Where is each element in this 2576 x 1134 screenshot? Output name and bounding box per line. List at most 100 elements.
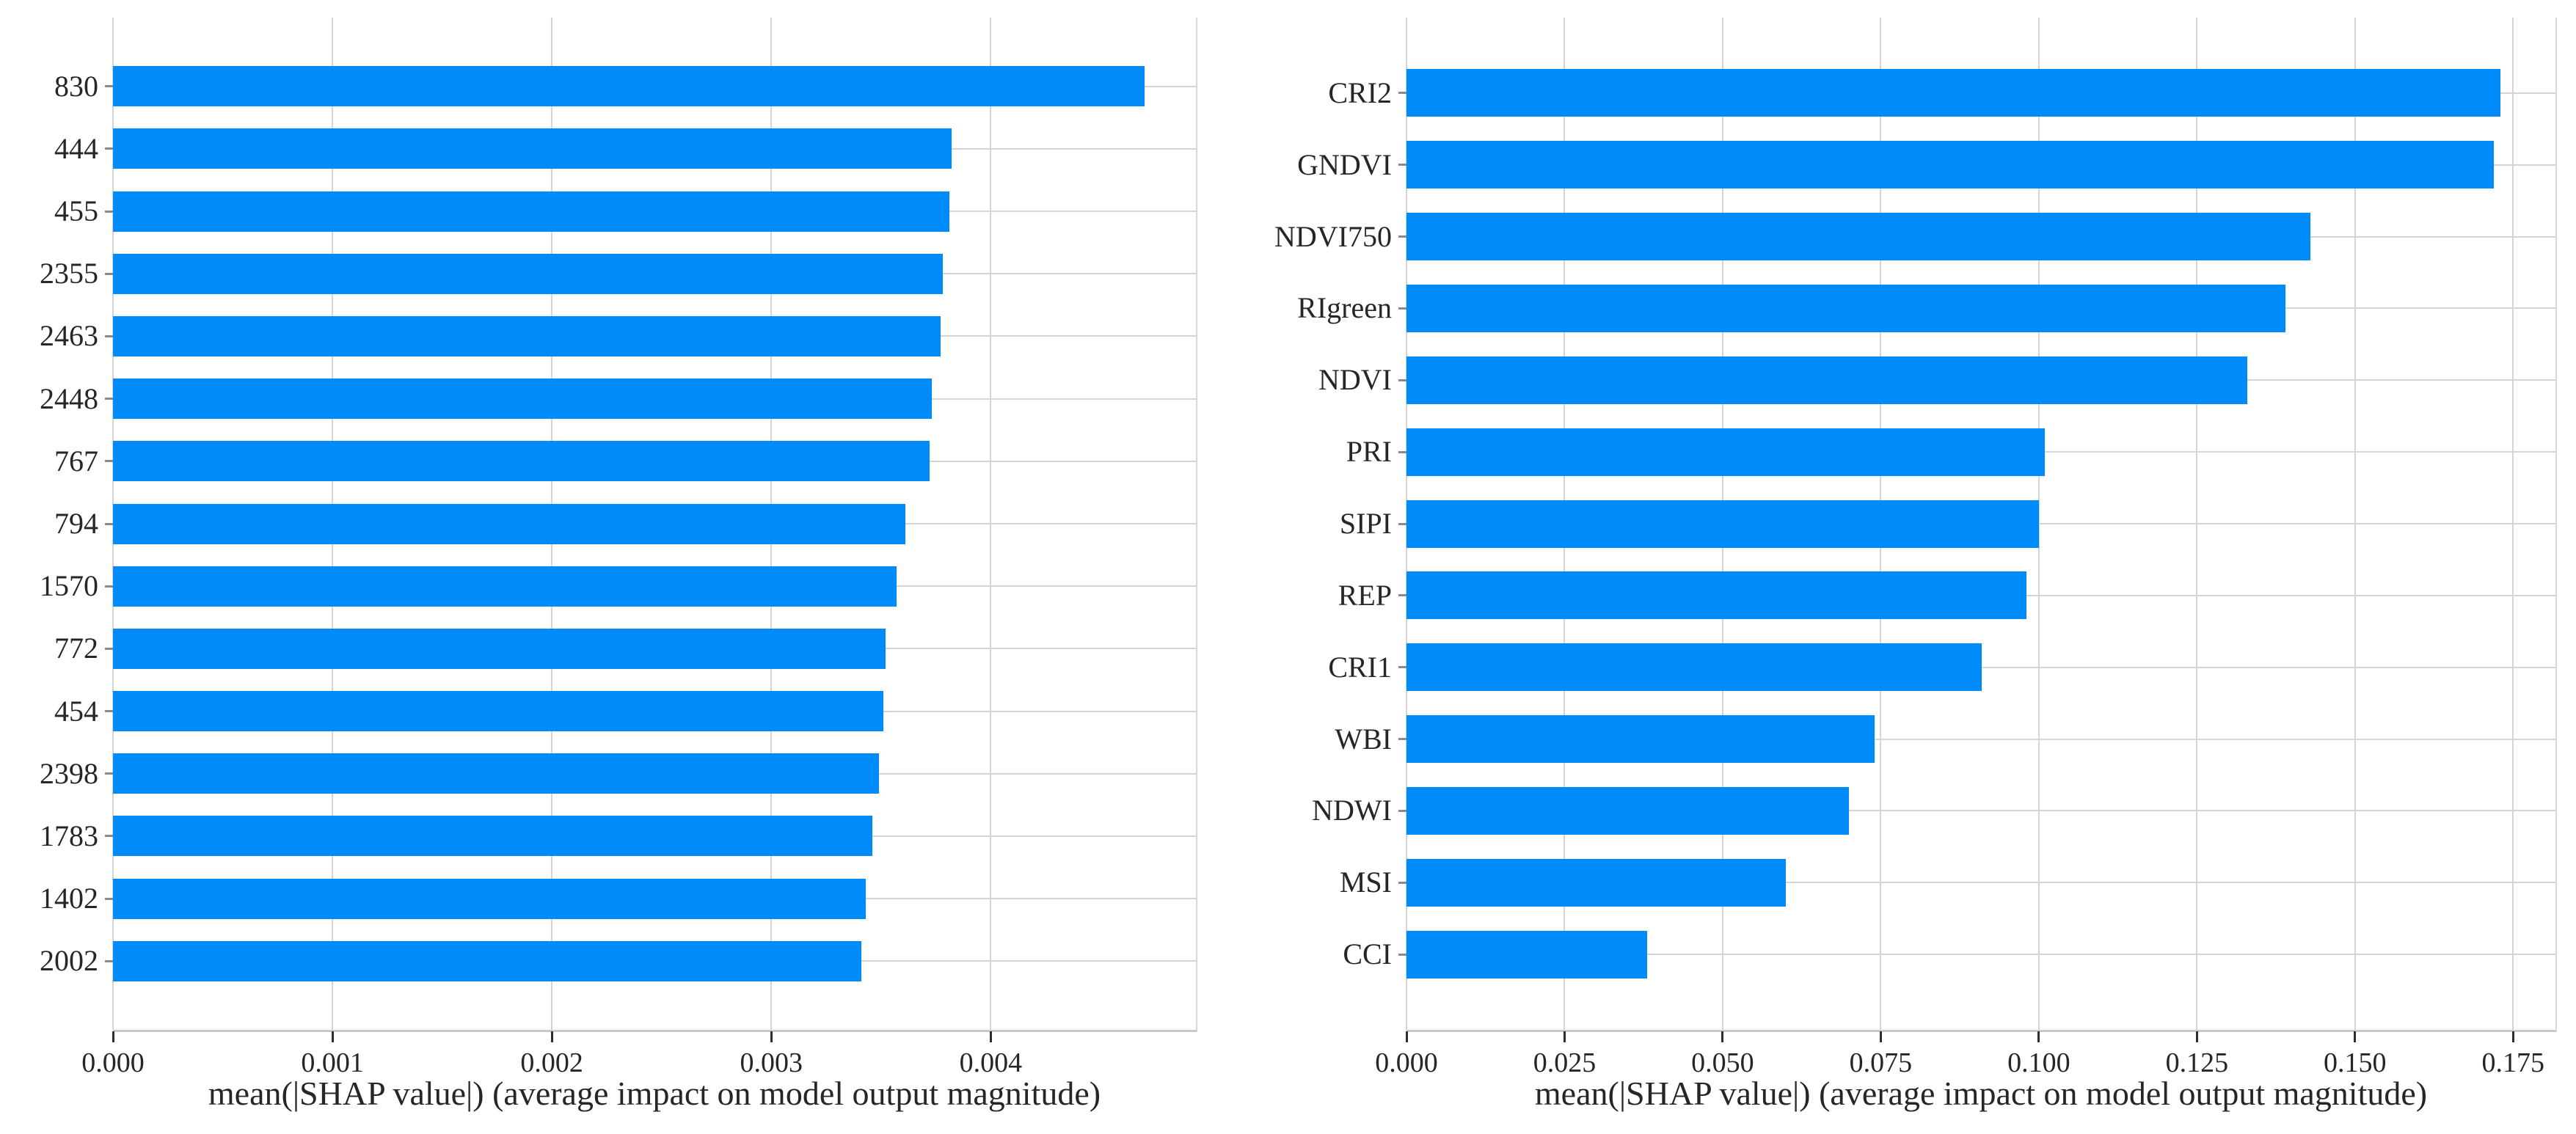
bar [1406,786,1850,835]
bar [113,253,943,294]
y-axis-tick [105,897,113,900]
right-plot-area [1406,18,2557,1032]
y-axis-tick [1398,378,1406,381]
bar [113,816,872,857]
x-axis-tick [1721,1031,1724,1042]
y-tick-label: CRI1 [1328,650,1392,684]
x-tick-label: 0.001 [301,1047,364,1078]
y-axis-tick [1398,738,1406,741]
y-tick-label: 444 [54,131,98,165]
x-axis-tick [2511,1031,2514,1042]
bar [113,191,949,232]
y-tick-label: 455 [54,194,98,228]
bar [113,691,883,732]
bar [1406,571,2026,620]
x-axis-tick [2037,1031,2040,1042]
y-axis-tick [1398,307,1406,310]
y-tick-label: NDVI750 [1274,219,1392,253]
y-axis-tick [105,647,113,650]
bar [1406,715,1875,764]
y-tick-label: 2463 [40,319,98,353]
left-plot-area [112,18,1197,1032]
bar [113,753,879,794]
bar [1406,500,2039,548]
y-tick-label: CRI2 [1328,76,1392,109]
y-axis-tick [1398,235,1406,238]
x-tick-label: 0.004 [959,1047,1023,1078]
bar [1406,69,2501,117]
y-tick-label: 772 [54,632,98,665]
y-axis-tick [1398,92,1406,95]
y-axis-tick [1398,953,1406,956]
y-axis-tick [105,772,113,775]
y-axis-tick [105,959,113,962]
y-tick-label: 2002 [40,944,98,978]
bar [1406,141,2495,189]
right-x-axis-title: mean(|SHAP value|) (average impact on mo… [1534,1075,2428,1112]
x-axis-tick [1879,1031,1882,1042]
x-tick-label: 0.003 [740,1047,803,1078]
y-axis-tick [105,272,113,275]
bar [113,441,930,482]
y-axis-tick [105,147,113,150]
y-tick-label: RIgreen [1297,291,1392,325]
y-axis-tick [105,585,113,588]
y-tick-label: 1402 [40,882,98,915]
x-axis-tick [112,1031,114,1042]
x-tick-label: 0.175 [2481,1047,2545,1078]
y-tick-label: NDVI [1318,363,1392,397]
y-tick-label: WBI [1335,722,1392,756]
x-axis-tick [1563,1031,1566,1042]
bar [1406,428,2046,476]
y-axis-tick [105,398,113,400]
bar [113,128,952,169]
y-tick-label: 2398 [40,756,98,790]
left-x-axis-title: mean(|SHAP value|) (average impact on mo… [208,1075,1101,1112]
bar [113,66,1145,107]
y-axis-tick [105,710,113,713]
y-tick-label: REP [1338,578,1392,612]
x-tick-label: 0.150 [2324,1047,2387,1078]
x-tick-label: 0.050 [1691,1047,1754,1078]
x-tick-label: 0.000 [1375,1047,1438,1078]
x-tick-label: 0.125 [2165,1047,2229,1078]
y-tick-label: CCI [1343,937,1392,971]
y-axis-tick [1398,809,1406,812]
y-tick-label: 830 [54,69,98,103]
y-axis-tick [1398,450,1406,453]
y-tick-label: NDWI [1312,794,1392,827]
y-gridline [1406,954,2555,956]
y-gridline [1406,738,2555,740]
y-axis-tick [1398,594,1406,597]
y-tick-label: 794 [54,507,98,540]
bar [1406,643,1982,692]
y-tick-label: 2355 [40,257,98,290]
y-axis-tick [105,85,113,88]
y-tick-label: 1570 [40,569,98,603]
bar [113,566,897,607]
y-axis-tick [105,334,113,337]
bar [113,315,941,356]
bar [1406,356,2248,404]
bar [1406,213,2311,260]
x-axis-tick [550,1031,553,1042]
x-axis-tick [2354,1031,2357,1042]
x-tick-label: 0.025 [1533,1047,1597,1078]
y-tick-label: 454 [54,694,98,728]
y-axis-tick [105,460,113,463]
x-axis-tick [331,1031,334,1042]
y-tick-label: MSI [1339,866,1392,899]
bar [113,503,905,544]
y-tick-label: 767 [54,444,98,478]
y-tick-label: 1783 [40,819,98,852]
y-axis-tick [1398,881,1406,884]
bar [113,378,932,420]
y-gridline [1406,882,2555,884]
x-axis-tick [989,1031,992,1042]
bar [113,940,861,981]
y-axis-tick [105,210,113,213]
y-axis-tick [1398,522,1406,525]
